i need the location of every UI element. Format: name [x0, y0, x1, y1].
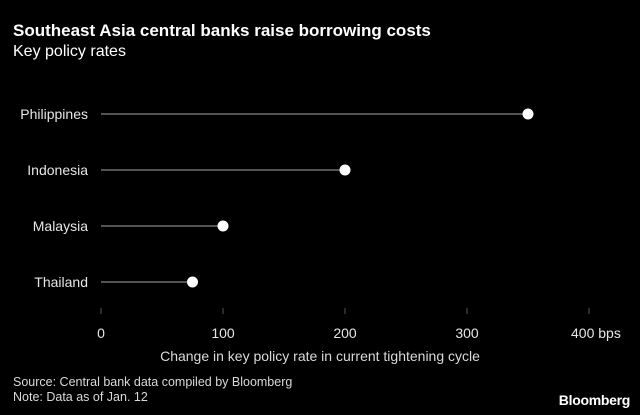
source-note: Source: Central bank data compiled by Bl…	[13, 375, 293, 389]
category-label: Malaysia	[33, 218, 88, 234]
lollipop-point	[187, 276, 198, 288]
x-tick-label: 400 bps	[571, 325, 621, 341]
bloomberg-logo: Bloomberg	[558, 392, 631, 408]
lollipop-point	[522, 108, 534, 120]
x-tick-label: 0	[97, 325, 105, 341]
footer-notes: Source: Central bank data compiled by Bl…	[13, 375, 292, 405]
chart-title: Southeast Asia central banks raise borro…	[13, 21, 431, 40]
lollipop-point	[339, 164, 351, 176]
x-axis-label: Change in key policy rate in current tig…	[160, 348, 480, 364]
category-label: Indonesia	[27, 162, 88, 178]
category-label: Thailand	[34, 274, 88, 290]
x-tick-label: 100	[211, 325, 235, 341]
x-tick-label: 300	[455, 325, 479, 341]
x-tick-label: 200	[333, 325, 357, 341]
plot-area: 0 100 200 300 400 bps Philippines Indonesia Mal…	[20, 106, 621, 341]
lollipop-point	[217, 220, 229, 232]
data-note: Note: Data as of Jan. 12	[13, 390, 148, 404]
chart-subtitle: Key policy rates	[13, 43, 126, 60]
category-label: Philippines	[20, 106, 88, 122]
